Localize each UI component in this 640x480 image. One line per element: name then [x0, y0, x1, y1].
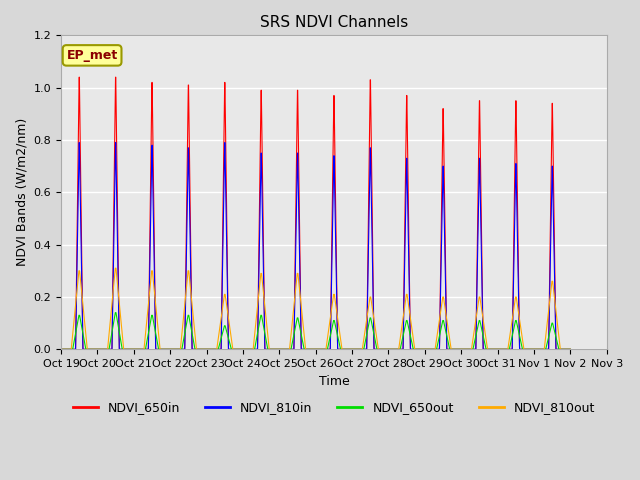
- NDVI_810in: [402, 203, 410, 209]
- NDVI_650in: [76, 74, 83, 80]
- X-axis label: Time: Time: [319, 374, 349, 387]
- Text: EP_met: EP_met: [67, 49, 118, 62]
- NDVI_650out: [566, 347, 574, 352]
- Line: NDVI_650in: NDVI_650in: [61, 77, 570, 349]
- NDVI_650in: [250, 347, 257, 352]
- Line: NDVI_810in: NDVI_810in: [61, 143, 570, 349]
- NDVI_650in: [304, 347, 312, 352]
- NDVI_810out: [111, 265, 119, 271]
- NDVI_650out: [304, 347, 312, 352]
- Line: NDVI_650out: NDVI_650out: [61, 312, 570, 349]
- Title: SRS NDVI Channels: SRS NDVI Channels: [260, 15, 408, 30]
- NDVI_810out: [250, 344, 257, 350]
- Y-axis label: NDVI Bands (W/m2/nm): NDVI Bands (W/m2/nm): [15, 118, 28, 266]
- Line: NDVI_810out: NDVI_810out: [61, 268, 570, 349]
- NDVI_810in: [260, 277, 268, 283]
- NDVI_650in: [84, 347, 92, 352]
- Legend: NDVI_650in, NDVI_810in, NDVI_650out, NDVI_810out: NDVI_650in, NDVI_810in, NDVI_650out, NDV…: [68, 396, 600, 420]
- NDVI_650out: [57, 347, 65, 352]
- NDVI_650in: [191, 347, 198, 352]
- NDVI_650out: [402, 321, 410, 326]
- NDVI_650out: [191, 344, 198, 350]
- NDVI_810in: [76, 140, 83, 145]
- NDVI_810in: [191, 347, 198, 352]
- NDVI_810in: [84, 347, 92, 352]
- NDVI_650in: [57, 347, 65, 352]
- NDVI_650out: [111, 310, 119, 315]
- NDVI_650out: [84, 347, 92, 352]
- NDVI_810out: [260, 291, 268, 297]
- NDVI_650in: [402, 156, 410, 162]
- NDVI_810in: [566, 347, 574, 352]
- NDVI_810out: [304, 347, 312, 352]
- NDVI_810in: [57, 347, 65, 352]
- NDVI_810out: [191, 327, 198, 333]
- NDVI_810out: [84, 347, 92, 352]
- NDVI_650out: [250, 347, 257, 352]
- NDVI_810out: [566, 347, 574, 352]
- NDVI_810in: [304, 347, 312, 352]
- NDVI_650in: [260, 255, 268, 261]
- NDVI_810out: [402, 296, 410, 302]
- NDVI_650in: [566, 347, 574, 352]
- NDVI_650out: [260, 324, 268, 329]
- NDVI_810out: [57, 347, 65, 352]
- NDVI_810in: [250, 347, 257, 352]
